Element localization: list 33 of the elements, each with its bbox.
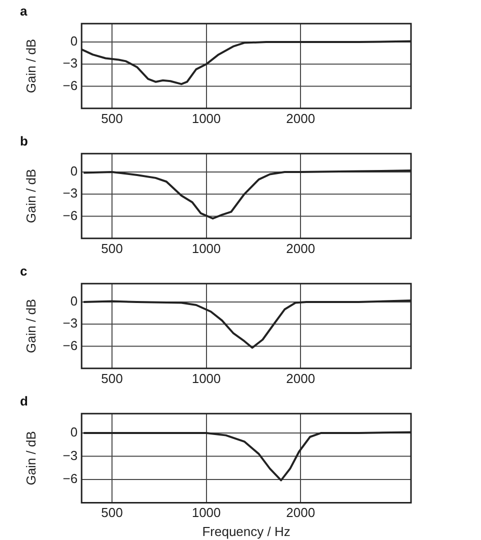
x-tick-label: 1000 [192,370,221,386]
y-axis-title: Gain / dB [23,168,38,224]
y-tick-label: 0 [70,164,78,179]
chart-title: a [20,3,28,18]
x-axis-title: Frequency / Hz [202,524,290,539]
y-tick-label: 0 [70,294,78,309]
y-axis-title: Gain / dB [23,431,38,486]
y-tick-label: 0 [70,424,78,440]
x-tick-label: 500 [101,110,123,126]
y-tick-label: −6 [62,338,78,353]
y-axis-title: Gain / dB [23,38,38,94]
x-tick-label: 2000 [286,240,316,256]
y-tick-label: −6 [62,208,78,223]
x-tick-label: 2000 [286,370,316,386]
x-tick-label: 1000 [192,505,221,520]
y-axis-title: Gain / dB [23,298,38,354]
x-tick-label: 500 [101,505,123,520]
chart-title: c [20,263,28,278]
chart-title: b [20,133,28,148]
y-tick-label: −3 [62,316,78,331]
y-tick-label: −6 [62,471,78,486]
x-tick-label: 2000 [286,505,316,520]
x-tick-label: 1000 [192,240,221,256]
y-tick-label: −3 [62,448,78,463]
x-tick-label: 1000 [192,110,221,126]
x-tick-label: 500 [101,370,123,386]
y-tick-label: 0 [70,34,78,49]
chart-title: d [20,393,28,408]
y-tick-label: −6 [62,78,78,93]
x-tick-label: 2000 [286,110,316,126]
x-tick-label: 500 [101,240,123,256]
y-tick-label: −3 [62,186,78,201]
y-tick-label: −3 [62,56,78,71]
